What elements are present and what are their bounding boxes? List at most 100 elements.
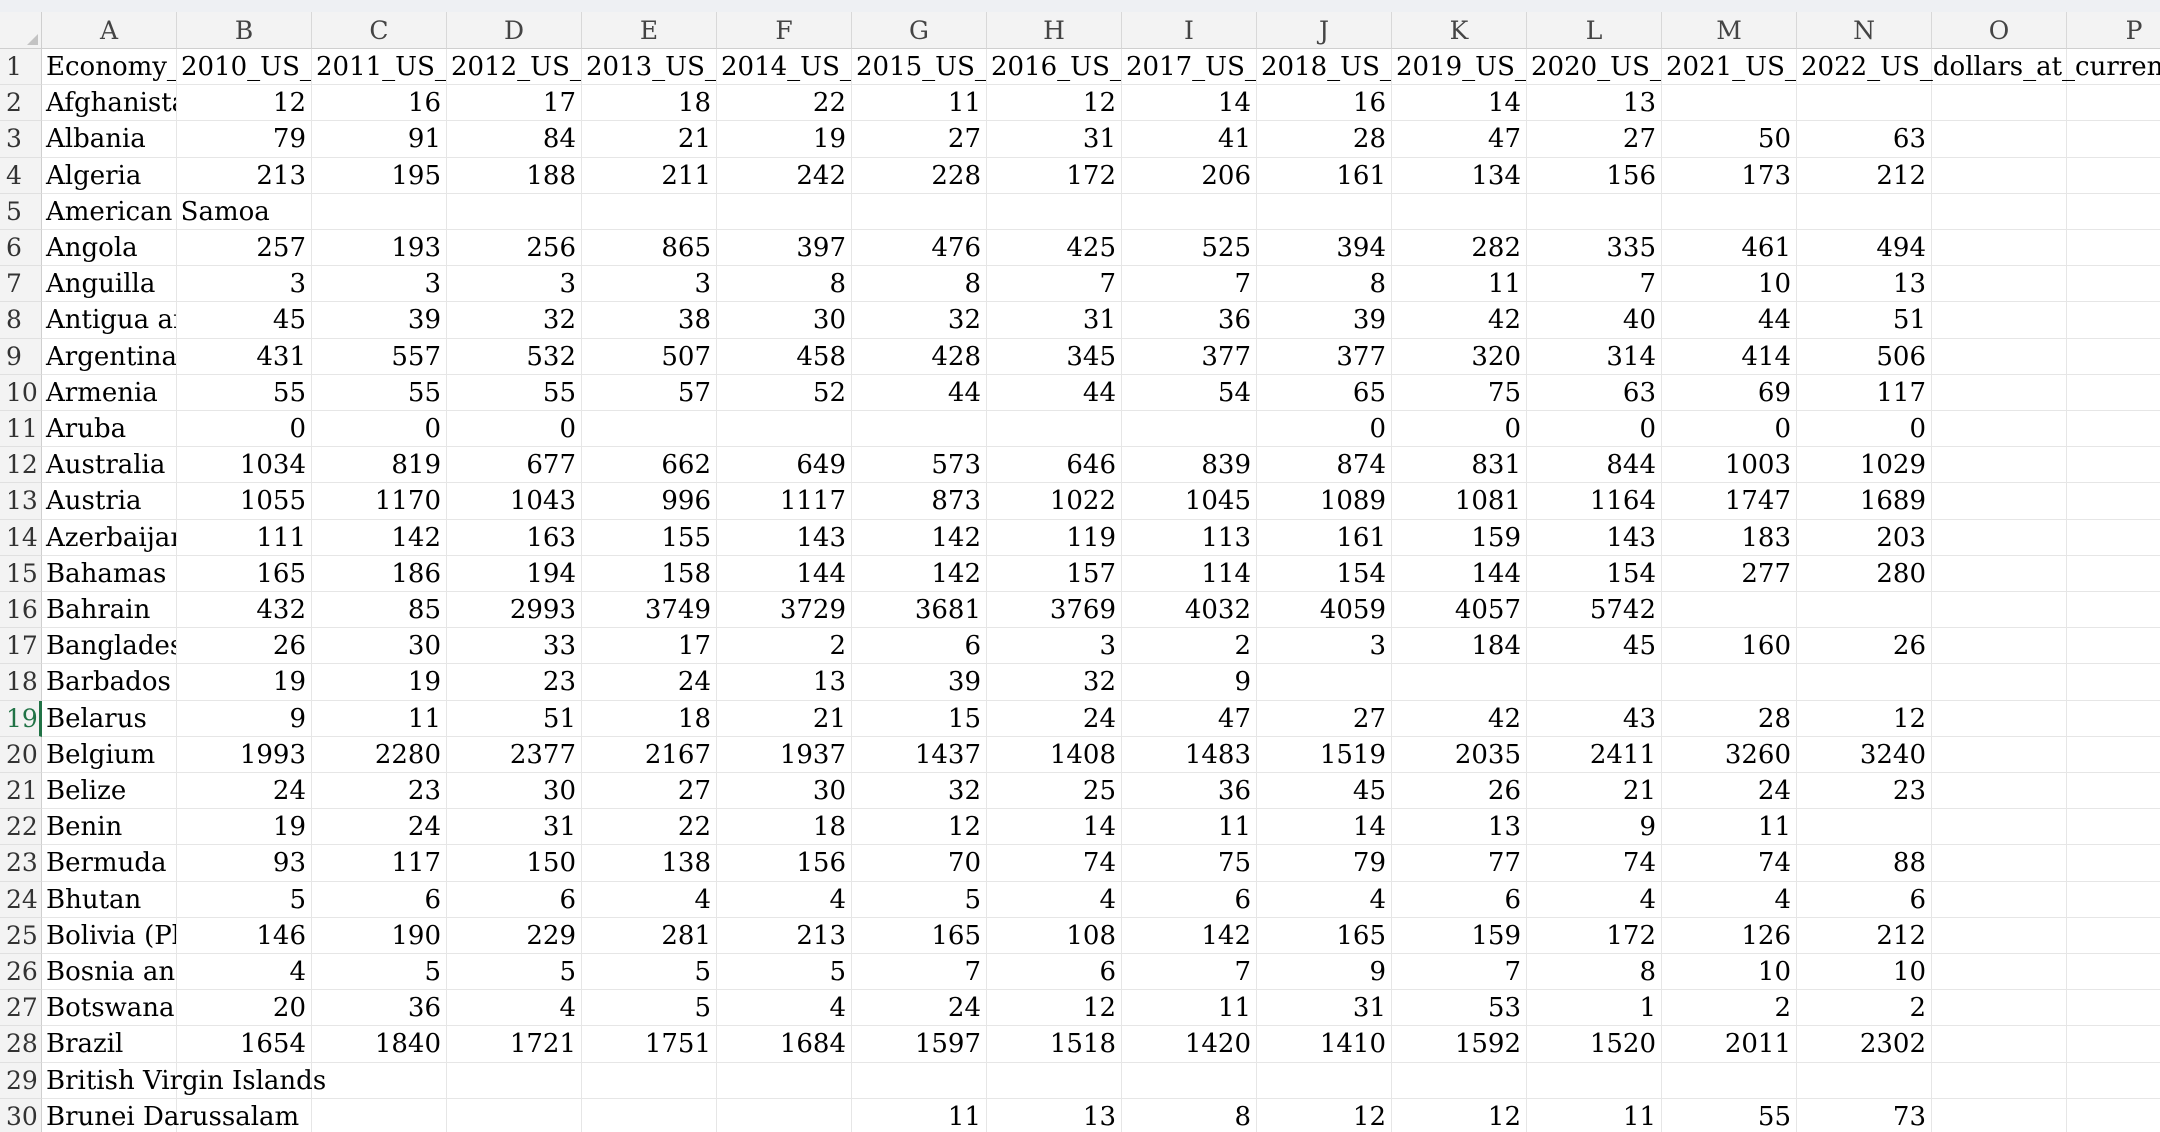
cell-e7[interactable]: 3 <box>582 266 717 303</box>
cell-p17[interactable] <box>2067 628 2160 665</box>
cell-b21[interactable]: 24 <box>177 773 312 810</box>
cell-b13[interactable]: 1055 <box>177 483 312 520</box>
cell-n18[interactable] <box>1797 664 1932 701</box>
cell-e19[interactable]: 18 <box>582 700 717 737</box>
cell-b11[interactable]: 0 <box>177 411 312 448</box>
cell-a13[interactable]: Austria <box>42 483 177 520</box>
cell-k19[interactable]: 42 <box>1392 700 1527 737</box>
cell-h29[interactable] <box>987 1062 1122 1099</box>
cell-b26[interactable]: 4 <box>177 954 312 991</box>
cell-d10[interactable]: 55 <box>447 374 582 411</box>
cell-g23[interactable]: 70 <box>852 845 987 882</box>
cell-f6[interactable]: 397 <box>717 230 852 267</box>
cell-d30[interactable] <box>447 1098 582 1132</box>
cell-h15[interactable]: 157 <box>987 555 1122 592</box>
cell-n5[interactable] <box>1797 193 1932 230</box>
cell-a14[interactable]: Azerbaijan <box>42 519 177 556</box>
column-header-b[interactable]: B <box>177 12 312 49</box>
cell-p3[interactable] <box>2067 121 2160 158</box>
row-header-5[interactable]: 5 <box>0 193 42 230</box>
cell-n19[interactable]: 12 <box>1797 700 1932 737</box>
cell-e18[interactable]: 24 <box>582 664 717 701</box>
cell-n7[interactable]: 13 <box>1797 266 1932 303</box>
cell-p21[interactable] <box>2067 773 2160 810</box>
cell-e6[interactable]: 865 <box>582 230 717 267</box>
cell-k4[interactable]: 134 <box>1392 157 1527 194</box>
cell-a7[interactable]: Anguilla <box>42 266 177 303</box>
cell-h24[interactable]: 4 <box>987 881 1122 918</box>
cell-n27[interactable]: 2 <box>1797 990 1932 1027</box>
cell-p22[interactable] <box>2067 809 2160 846</box>
cell-e3[interactable]: 21 <box>582 121 717 158</box>
cell-c14[interactable]: 142 <box>312 519 447 556</box>
cell-o5[interactable] <box>1932 193 2067 230</box>
cell-k24[interactable]: 6 <box>1392 881 1527 918</box>
row-header-15[interactable]: 15 <box>0 555 42 592</box>
cell-e13[interactable]: 996 <box>582 483 717 520</box>
cell-l29[interactable] <box>1527 1062 1662 1099</box>
cell-i30[interactable]: 8 <box>1122 1098 1257 1132</box>
cell-e16[interactable]: 3749 <box>582 592 717 629</box>
cell-l11[interactable]: 0 <box>1527 411 1662 448</box>
cell-d20[interactable]: 2377 <box>447 736 582 773</box>
cell-c9[interactable]: 557 <box>312 338 447 375</box>
cell-i21[interactable]: 36 <box>1122 773 1257 810</box>
cell-n24[interactable]: 6 <box>1797 881 1932 918</box>
cell-c30[interactable] <box>312 1098 447 1132</box>
cell-l4[interactable]: 156 <box>1527 157 1662 194</box>
row-header-16[interactable]: 16 <box>0 592 42 629</box>
cell-l20[interactable]: 2411 <box>1527 736 1662 773</box>
cell-i10[interactable]: 54 <box>1122 374 1257 411</box>
cell-o10[interactable] <box>1932 374 2067 411</box>
cell-j1[interactable]: 2018_US_dollars_at_current_prices_in_mil… <box>1257 49 1392 86</box>
cell-d3[interactable]: 84 <box>447 121 582 158</box>
cell-i26[interactable]: 7 <box>1122 954 1257 991</box>
cell-o14[interactable] <box>1932 519 2067 556</box>
cell-k28[interactable]: 1592 <box>1392 1026 1527 1063</box>
cell-g3[interactable]: 27 <box>852 121 987 158</box>
cell-l12[interactable]: 844 <box>1527 447 1662 484</box>
cell-k22[interactable]: 13 <box>1392 809 1527 846</box>
cell-l21[interactable]: 21 <box>1527 773 1662 810</box>
cell-m2[interactable] <box>1662 85 1797 122</box>
cell-m5[interactable] <box>1662 193 1797 230</box>
cell-f20[interactable]: 1937 <box>717 736 852 773</box>
cell-e11[interactable] <box>582 411 717 448</box>
cell-e29[interactable] <box>582 1062 717 1099</box>
cell-n11[interactable]: 0 <box>1797 411 1932 448</box>
row-header-4[interactable]: 4 <box>0 157 42 194</box>
cell-h17[interactable]: 3 <box>987 628 1122 665</box>
cell-o16[interactable] <box>1932 592 2067 629</box>
cell-g27[interactable]: 24 <box>852 990 987 1027</box>
cell-b12[interactable]: 1034 <box>177 447 312 484</box>
cell-j13[interactable]: 1089 <box>1257 483 1392 520</box>
cell-o13[interactable] <box>1932 483 2067 520</box>
cell-c10[interactable]: 55 <box>312 374 447 411</box>
cell-h9[interactable]: 345 <box>987 338 1122 375</box>
cell-g6[interactable]: 476 <box>852 230 987 267</box>
cell-m3[interactable]: 50 <box>1662 121 1797 158</box>
cell-b30[interactable] <box>177 1098 312 1132</box>
cell-e12[interactable]: 662 <box>582 447 717 484</box>
cell-f21[interactable]: 30 <box>717 773 852 810</box>
cell-n25[interactable]: 212 <box>1797 917 1932 954</box>
cell-c29[interactable] <box>312 1062 447 1099</box>
column-header-a[interactable]: A <box>42 12 177 49</box>
cell-l13[interactable]: 1164 <box>1527 483 1662 520</box>
cell-h26[interactable]: 6 <box>987 954 1122 991</box>
cell-i9[interactable]: 377 <box>1122 338 1257 375</box>
cell-l1[interactable]: 2020_US_dollars_at_current_prices_in_mil… <box>1527 49 1662 86</box>
cell-d8[interactable]: 32 <box>447 302 582 339</box>
cell-f28[interactable]: 1684 <box>717 1026 852 1063</box>
cell-i14[interactable]: 113 <box>1122 519 1257 556</box>
cell-j22[interactable]: 14 <box>1257 809 1392 846</box>
cell-i13[interactable]: 1045 <box>1122 483 1257 520</box>
cell-l16[interactable]: 5742 <box>1527 592 1662 629</box>
row-header-13[interactable]: 13 <box>0 483 42 520</box>
cell-d14[interactable]: 163 <box>447 519 582 556</box>
cell-l15[interactable]: 154 <box>1527 555 1662 592</box>
row-header-27[interactable]: 27 <box>0 990 42 1027</box>
cell-g9[interactable]: 428 <box>852 338 987 375</box>
cell-a28[interactable]: Brazil <box>42 1026 177 1063</box>
cell-d17[interactable]: 33 <box>447 628 582 665</box>
